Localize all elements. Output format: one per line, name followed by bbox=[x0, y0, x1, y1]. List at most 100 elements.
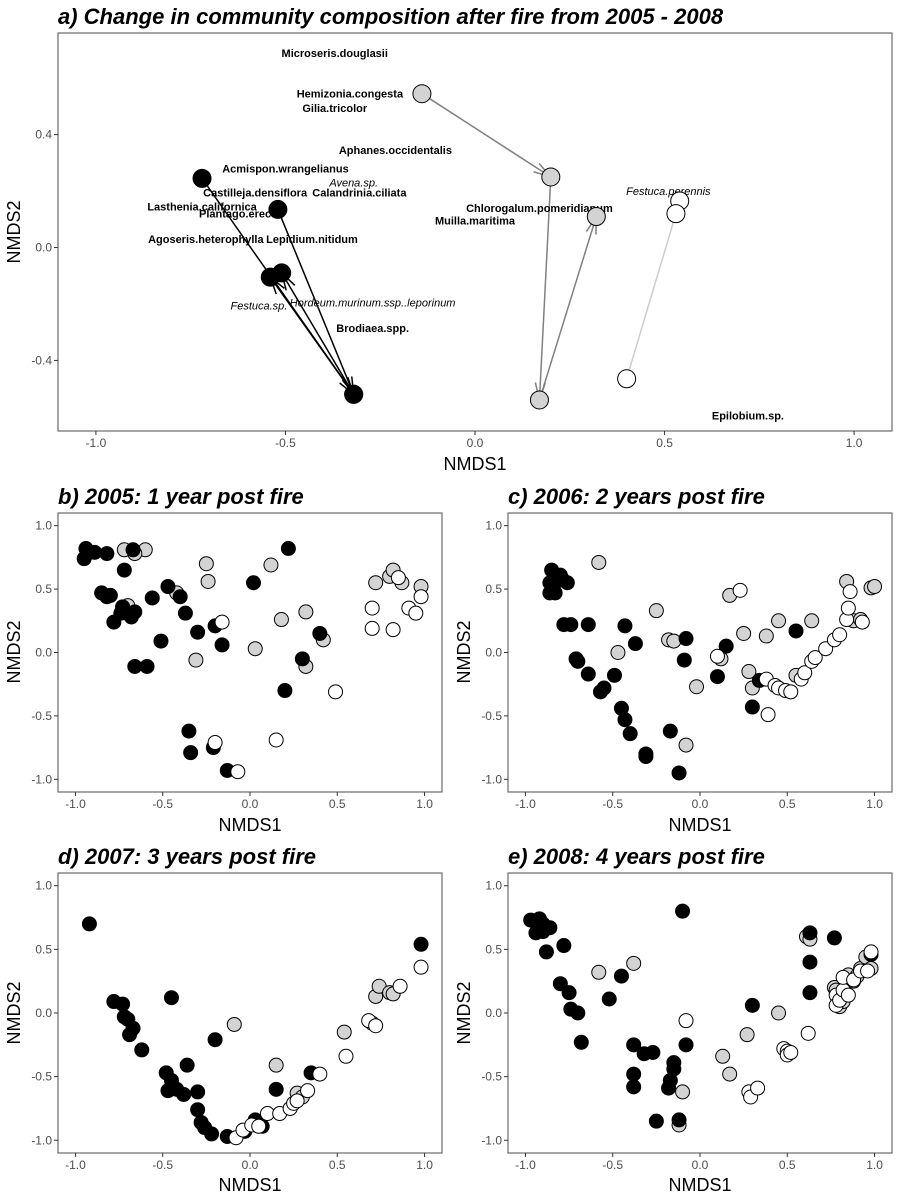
data-point bbox=[541, 167, 561, 187]
data-point bbox=[709, 669, 725, 685]
data-point bbox=[190, 1084, 206, 1100]
data-point bbox=[408, 605, 424, 621]
data-point bbox=[722, 1066, 738, 1082]
data-point bbox=[601, 991, 617, 1007]
species-label: Lepidium.nitidum bbox=[266, 234, 358, 246]
data-point bbox=[689, 679, 705, 695]
trajectory-segment bbox=[421, 93, 552, 178]
data-point bbox=[671, 765, 687, 781]
data-point bbox=[390, 570, 406, 586]
data-point bbox=[134, 1042, 150, 1058]
species-label: Festuca.perennis bbox=[626, 186, 711, 198]
data-point bbox=[529, 390, 549, 410]
data-point bbox=[139, 658, 155, 674]
x-tick-label: 0.5 bbox=[329, 1158, 346, 1172]
species-label: Muilla.maritima bbox=[435, 216, 516, 228]
panel-c-points bbox=[542, 554, 883, 781]
data-point bbox=[613, 700, 629, 716]
data-point bbox=[802, 985, 818, 1001]
data-point bbox=[277, 683, 293, 699]
data-point bbox=[336, 1024, 352, 1040]
data-point bbox=[298, 604, 314, 620]
data-point bbox=[280, 541, 296, 557]
y-tick-label: -0.5 bbox=[31, 1070, 52, 1084]
data-point bbox=[638, 748, 654, 764]
data-point bbox=[102, 587, 118, 603]
species-label: Aphanes.occidentalis bbox=[339, 145, 452, 157]
panel-e-points bbox=[523, 903, 879, 1133]
species-label: Calandrinia.ciliata bbox=[312, 187, 407, 199]
panel-a: a) Change in community composition after… bbox=[4, 4, 893, 474]
x-tick-label: 0.5 bbox=[329, 797, 346, 811]
species-label: Chlorogalum.pomeridianum bbox=[466, 203, 613, 215]
data-point bbox=[412, 84, 432, 104]
data-point bbox=[245, 575, 261, 591]
data-point bbox=[596, 680, 612, 696]
data-point bbox=[739, 1027, 755, 1043]
panel-d-x-axis-label: NMDS1 bbox=[218, 1175, 281, 1195]
x-tick-label: -1.0 bbox=[86, 436, 107, 450]
data-point bbox=[181, 723, 197, 739]
y-tick-label: 1.0 bbox=[35, 879, 52, 893]
species-label: Microseris.douglasii bbox=[282, 48, 388, 60]
data-point bbox=[591, 964, 607, 980]
data-point bbox=[613, 968, 629, 984]
data-point bbox=[626, 955, 642, 971]
data-point bbox=[802, 954, 818, 970]
panel-d-title: d) 2007: 3 years post fire bbox=[58, 844, 316, 869]
x-tick-label: -0.5 bbox=[602, 797, 623, 811]
data-point bbox=[214, 637, 230, 653]
data-point bbox=[580, 617, 596, 633]
data-point bbox=[675, 903, 691, 919]
data-point bbox=[289, 1093, 305, 1109]
data-point bbox=[771, 613, 787, 629]
data-point bbox=[570, 1005, 586, 1021]
data-point bbox=[591, 554, 607, 570]
data-point bbox=[744, 699, 760, 715]
y-tick-label: -1.0 bbox=[31, 772, 52, 786]
data-point bbox=[840, 600, 856, 616]
y-tick-label: -1.0 bbox=[481, 772, 502, 786]
data-point bbox=[671, 1112, 687, 1128]
y-tick-label: 0.5 bbox=[35, 942, 52, 956]
data-point bbox=[867, 579, 883, 595]
panel-b: b) 2005: 1 year post fire -1.0 -0.5 0.0 0.5… bbox=[4, 484, 443, 835]
panel-c-title: c) 2006: 2 years post fire bbox=[508, 484, 765, 509]
panel-e-x-axis-label: NMDS1 bbox=[668, 1175, 731, 1195]
panel-a-plot-frame bbox=[57, 32, 893, 432]
y-tick-label: 0.5 bbox=[485, 942, 502, 956]
y-tick-label: 0.0 bbox=[35, 241, 52, 255]
data-point bbox=[272, 263, 292, 283]
data-point bbox=[312, 1066, 328, 1082]
data-point bbox=[125, 1020, 141, 1036]
x-tick-label: -1.0 bbox=[515, 1158, 536, 1172]
data-point bbox=[732, 582, 748, 598]
panel-a-ticks: -1.0 -0.5 0.0 0.5 1.0 -0.4 0.0 0.4 bbox=[31, 128, 862, 450]
x-tick-label: -0.5 bbox=[275, 436, 296, 450]
data-point bbox=[741, 664, 757, 680]
data-point bbox=[800, 1025, 816, 1041]
data-point bbox=[115, 996, 131, 1012]
species-label: Acmispon.wrangelianus bbox=[222, 163, 349, 175]
data-point bbox=[268, 732, 284, 748]
data-point bbox=[204, 1126, 220, 1142]
data-point bbox=[207, 735, 223, 751]
x-tick-label: -0.5 bbox=[602, 1158, 623, 1172]
data-point bbox=[715, 1048, 731, 1064]
x-tick-label: 1.0 bbox=[416, 797, 433, 811]
data-point bbox=[718, 638, 734, 654]
data-point bbox=[666, 204, 686, 224]
data-point bbox=[538, 944, 554, 960]
data-point bbox=[190, 1102, 206, 1118]
data-point bbox=[183, 745, 199, 761]
data-point bbox=[736, 625, 752, 641]
data-point bbox=[364, 620, 380, 636]
x-tick-label: -1.0 bbox=[515, 797, 536, 811]
panel-c-y-axis-label: NMDS2 bbox=[454, 620, 474, 683]
data-point bbox=[783, 1044, 799, 1060]
data-point bbox=[160, 579, 176, 595]
data-point bbox=[328, 684, 344, 700]
data-point bbox=[364, 600, 380, 616]
data-point bbox=[188, 652, 204, 668]
data-point bbox=[648, 1113, 664, 1129]
